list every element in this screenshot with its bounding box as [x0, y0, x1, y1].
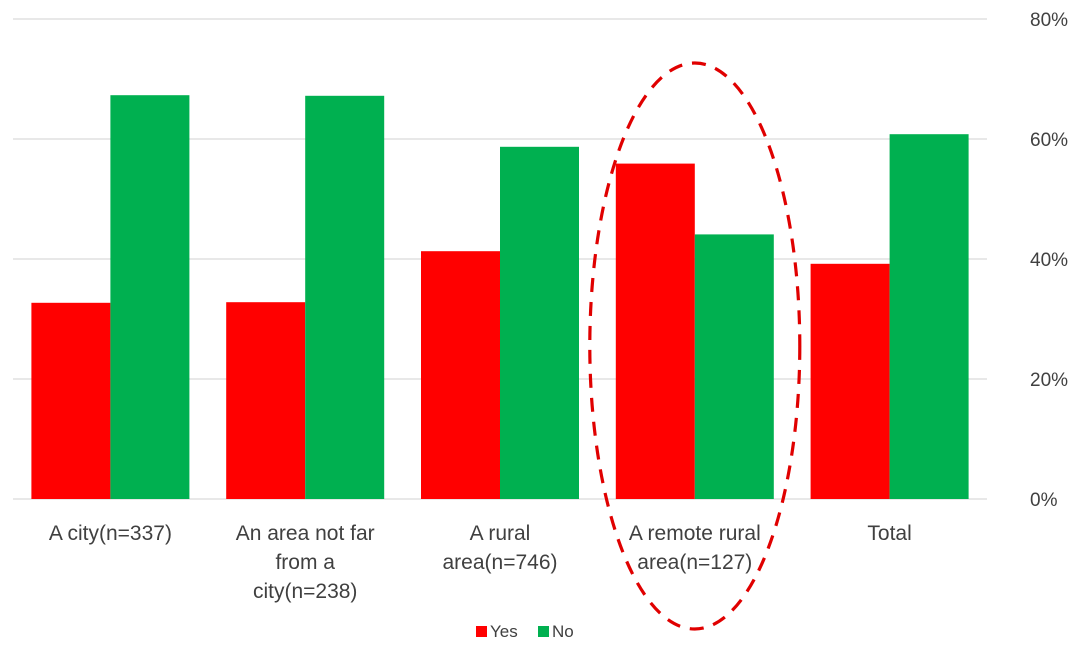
category-label: An area not far from a city(n=238) [236, 522, 375, 603]
y-tick-label: 80% [1030, 10, 1068, 31]
y-axis-ticks: 0% 20% 40% 60% 80% [1030, 10, 1068, 511]
y-tick-label: 0% [1030, 490, 1058, 511]
category-label-line: city(n=238) [253, 580, 357, 603]
category-label-line: A city(n=337) [49, 522, 172, 545]
category-label-line: An area not far [236, 522, 375, 545]
bar-yes-1 [226, 302, 306, 499]
bars [31, 95, 969, 500]
bar-yes-0 [31, 302, 111, 499]
category-label-line: area(n=127) [637, 551, 752, 574]
legend-label-no: No [552, 622, 574, 641]
category-label-line: A rural [470, 522, 531, 545]
bar-yes-3 [615, 163, 695, 499]
bar-yes-4 [810, 263, 890, 499]
highlight-dashed-ellipse [588, 61, 802, 631]
bar-no-2 [500, 146, 579, 500]
category-label: A rural area(n=746) [443, 522, 558, 574]
y-tick-label: 20% [1030, 370, 1068, 391]
legend-label-yes: Yes [490, 622, 518, 641]
bar-yes-2 [421, 251, 500, 499]
category-label: Total [867, 522, 911, 545]
bar-no-3 [694, 234, 774, 499]
y-tick-label: 60% [1030, 130, 1068, 151]
category-label: A remote rural area(n=127) [629, 522, 761, 574]
y-tick-label: 40% [1030, 250, 1068, 271]
bar-no-0 [110, 95, 190, 499]
bar-no-1 [305, 95, 385, 500]
category-label-line: from a [275, 551, 335, 574]
bar-no-4 [889, 134, 969, 499]
category-label-line: area(n=746) [443, 551, 558, 574]
highlight-annotation [588, 61, 802, 631]
category-label-line: A remote rural [629, 522, 761, 545]
legend-swatch-yes [476, 626, 487, 637]
legend-swatch-no [538, 626, 549, 637]
legend: Yes No [476, 622, 574, 641]
category-labels: A city(n=337) An area not far from a city(n… [49, 522, 912, 603]
category-label: A city(n=337) [49, 522, 172, 545]
category-label-line: Total [867, 522, 911, 545]
